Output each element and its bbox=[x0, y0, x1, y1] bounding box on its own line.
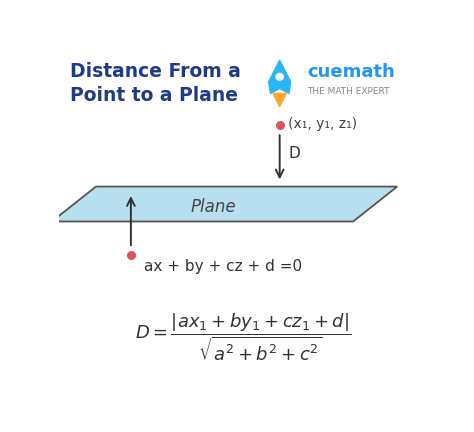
Circle shape bbox=[276, 73, 283, 80]
Text: ax + by + cz + d =0: ax + by + cz + d =0 bbox=[144, 259, 302, 274]
Text: THE MATH EXPERT: THE MATH EXPERT bbox=[307, 87, 390, 96]
Text: D: D bbox=[289, 146, 301, 161]
Text: Plane: Plane bbox=[191, 197, 237, 216]
Text: cuemath: cuemath bbox=[307, 64, 395, 82]
Text: $D = \dfrac{|ax_1 + by_1 + cz_1 + d|}{\sqrt{a^2 + b^2 + c^2}}$: $D = \dfrac{|ax_1 + by_1 + cz_1 + d|}{\s… bbox=[135, 312, 351, 364]
Polygon shape bbox=[269, 60, 291, 93]
Polygon shape bbox=[52, 187, 397, 222]
Text: (x₁, y₁, z₁): (x₁, y₁, z₁) bbox=[288, 117, 357, 131]
Text: Distance From a
Point to a Plane: Distance From a Point to a Plane bbox=[70, 62, 241, 105]
Polygon shape bbox=[273, 93, 286, 107]
